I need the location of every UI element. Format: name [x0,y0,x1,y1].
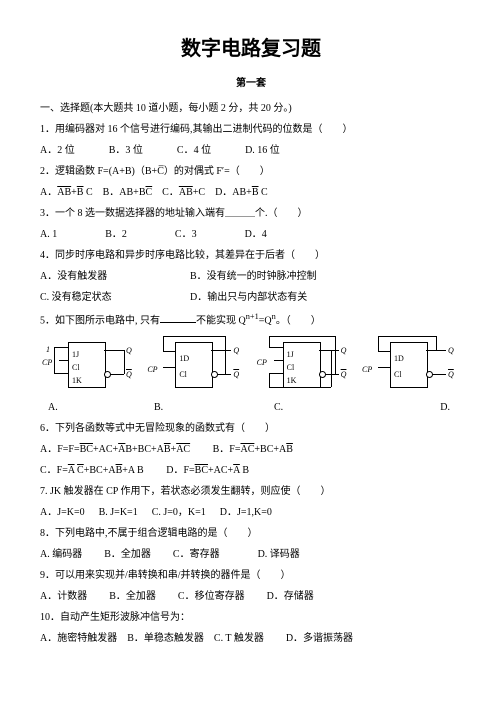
q3-text: 3．一个 8 选一数据选择器的地址输入端有＿＿＿个.（ ） [40,204,462,223]
q2-opt-c: C．AB+C [162,183,205,202]
q2-opt-d: D．AB+B C [215,183,268,202]
d-block-b: 1D Cl [175,342,213,388]
q3-options: A. 1 B．2 C．3 D．4 [40,225,462,244]
q8-opt-a: A. 编码器 [40,545,82,564]
q4-opt-a: A．没有触发器 [40,267,190,286]
q1-text: 1．用编码器对 16 个信号进行编码,其输出二进制代码的位数是（ ） [40,120,462,139]
q1-opt-c: C．4 位 [177,141,211,160]
q7-opt-d: D．J=1,K=0 [220,503,272,522]
q3-opt-b: B．2 [105,225,127,244]
q10-opt-d: D．多谐振荡器 [286,629,353,648]
q1-options: A．2 位 B．3 位 C．4 位 D. 16 位 [40,141,462,160]
q7-options: A．J=K=0 B. J=K=1 C. J=0，K=1 D．J=1,K=0 [40,503,462,522]
q8-opt-c: C．寄存器 [173,545,220,564]
q4-opt-b: B．没有统一的时钟脉冲控制 [190,267,317,286]
q8-options: A. 编码器 B．全加器 C．寄存器 D. 译码器 [40,545,462,564]
q9-text: 9．可以用来实现并/串转换和串/并转换的器件是（ ） [40,566,462,585]
q6-opts-cd: C．F=A C+BC+AB+A B D．F=BC+AC+A B [40,461,462,480]
q1-opt-d: D. 16 位 [245,141,280,160]
circuit-diagrams: 1J Cl 1K 1 CP Q Q 1D Cl [40,336,462,396]
q7-text: 7. JK 触发器在 CP 作用下，若状态必须发生翻转，则应使（ ） [40,482,462,501]
q9-options: A．计数器 B．全加器 C．移位寄存器 D．存储器 [40,587,462,606]
diag-lbl-c: C. [242,398,362,417]
q4-opt-c: C. 没有稳定状态 [40,288,190,307]
page-subtitle: 第一套 [40,74,462,93]
q8-text: 8．下列电路中,不属于组合逻辑电路的是（ ） [40,524,462,543]
q3-opt-c: C．3 [175,225,197,244]
q4-row1: A．没有触发器 B．没有统一的时钟脉冲控制 [40,267,462,286]
q9-opt-d: D．存储器 [267,587,314,606]
q8-opt-b: B．全加器 [104,545,151,564]
diag-lbl-a: A. [48,398,136,417]
jk-block: 1J Cl 1K [68,342,106,388]
q4-opt-d: D．输出只与内部状态有关 [190,288,307,307]
q5-text: 5．如下图所示电路中, 只有不能实现 Qn+1=Qn。（ ） [40,309,462,330]
q9-opt-b: B．全加器 [109,587,156,606]
q2-opt-b: B．AB+BC [103,183,153,202]
q9-opt-c: C．移位寄存器 [178,587,245,606]
q7-opt-a: A．J=K=0 [40,503,85,522]
q9-opt-a: A．计数器 [40,587,87,606]
q10-text: 10．自动产生矩形波脉冲信号为： [40,608,462,627]
q4-text: 4．同步时序电路和异步时序电路比较，其差异在于后者（ ） [40,246,462,265]
q10-opt-a: A．施密特触发器 [40,629,117,648]
q10-options: A．施密特触发器 B．单稳态触发器 C. T 触发器 D．多谐振荡器 [40,629,462,648]
q10-opt-b: B．单稳态触发器 [127,629,204,648]
q3-opt-d: D．4 [245,225,267,244]
q7-opt-b: B. J=K=1 [99,503,138,522]
page: 数字电路复习题 第一套 一、选择题(本大题共 10 道小题，每小题 2 分，共 … [0,0,502,668]
d-block-d: 1D Cl [390,342,428,388]
diag-lbl-b: B. [136,398,242,417]
q6-text: 6．下列各函数等式中无冒险现象的函数式有（ ） [40,419,462,438]
q4-row2: C. 没有稳定状态 D．输出只与内部状态有关 [40,288,462,307]
diagram-d: 1D Cl CP Q Q [362,336,462,396]
page-title: 数字电路复习题 [40,30,462,68]
q1-opt-a: A．2 位 [40,141,75,160]
diagram-a: 1J Cl 1K 1 CP Q Q [40,336,140,396]
q2-text: 2．逻辑函数 F=(A+B)（B+C̅）的对偶式 F′=（ ） [40,162,462,181]
section-heading: 一、选择题(本大题共 10 道小题，每小题 2 分，共 20 分。) [40,99,462,118]
q8-opt-d: D. 译码器 [258,545,300,564]
q10-opt-c: C. T 触发器 [214,629,264,648]
q6-opts-ab: A．F=F=BC+AC+AB+BC+AB+AC B．F=AC+BC+AB [40,440,462,459]
q2-opt-a: A．AB+B C [40,183,93,202]
jk-block-c: 1J Cl 1K [283,342,321,388]
q1-opt-b: B．3 位 [109,141,143,160]
diagram-c: 1J Cl 1K CP Q Q [255,336,355,396]
diagram-labels: A. B. C. D. [40,398,462,417]
q5-blank [160,313,196,323]
q7-opt-c: C. J=0，K=1 [152,503,206,522]
diag-lbl-d: D. [362,398,454,417]
diagram-b: 1D Cl CP Q Q [147,336,247,396]
q2-options: A．AB+B C B．AB+BC C．AB+C D．AB+B C [40,183,462,202]
q3-opt-a: A. 1 [40,225,57,244]
